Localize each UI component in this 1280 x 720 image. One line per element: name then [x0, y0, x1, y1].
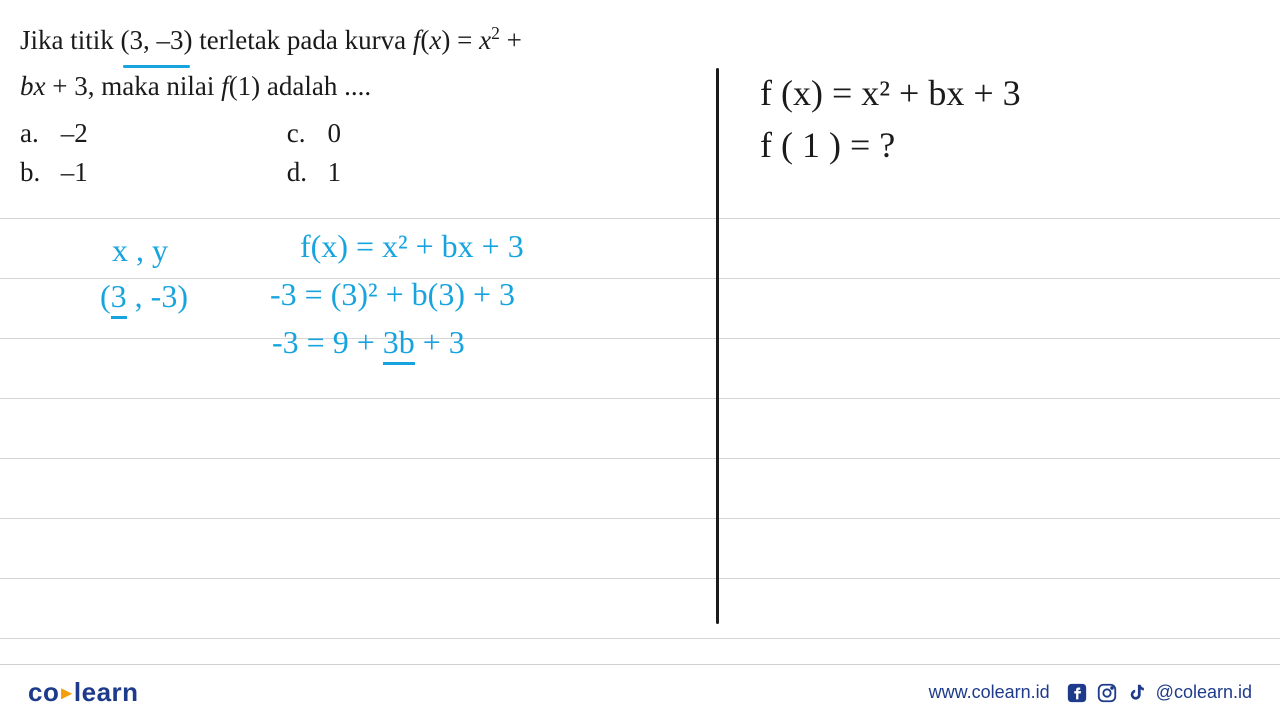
- footer-right: www.colearn.id @colearn.id: [929, 682, 1252, 704]
- footer-handle[interactable]: @colearn.id: [1156, 682, 1252, 703]
- q-eq: =: [450, 25, 479, 55]
- q-mid2: + 3, maka nilai: [45, 71, 221, 101]
- hand-xy: x , y: [112, 232, 168, 269]
- social-icons: @colearn.id: [1066, 682, 1252, 704]
- option-d-value: 1: [328, 157, 342, 187]
- option-c-value: 0: [328, 118, 342, 148]
- q-one: (1): [229, 71, 260, 101]
- option-b-value: –1: [61, 157, 88, 187]
- answer-options: a. –2 b. –1 c. 0 d. 1: [20, 118, 341, 196]
- logo-right: learn: [74, 677, 139, 707]
- q-fx-x: x: [429, 25, 441, 55]
- divider-line: [716, 68, 719, 624]
- logo-dot: ▸: [59, 682, 74, 704]
- option-b: b. –1: [20, 157, 280, 188]
- hand-point: (3 , -3): [100, 278, 188, 319]
- option-c: c. 0: [287, 118, 341, 149]
- hand-work-3: -3 = 9 + 3b + 3: [272, 324, 465, 365]
- question-text: Jika titik (3, –3) terletak pada kurva f…: [20, 18, 630, 110]
- option-a-label: a.: [20, 118, 54, 149]
- hand-work-3b: 3b: [383, 324, 415, 365]
- option-c-label: c.: [287, 118, 321, 149]
- tiktok-icon[interactable]: [1126, 682, 1148, 704]
- q-mid: terletak pada kurva: [192, 25, 412, 55]
- hand-work-1: f(x) = x² + bx + 3: [300, 228, 524, 265]
- option-d: d. 1: [287, 157, 341, 188]
- option-b-label: b.: [20, 157, 54, 188]
- hand-work-3c: + 3: [415, 324, 465, 360]
- q-x: x: [479, 25, 491, 55]
- footer-url[interactable]: www.colearn.id: [929, 682, 1050, 703]
- hand-black-1: f (x) = x² + bx + 3: [760, 72, 1021, 114]
- q-exp: 2: [491, 23, 500, 43]
- q-bx: bx: [20, 71, 45, 101]
- option-d-label: d.: [287, 157, 321, 188]
- hand-work-3a: -3 = 9 +: [272, 324, 383, 360]
- facebook-icon[interactable]: [1066, 682, 1088, 704]
- hand-work-2: -3 = (3)² + b(3) + 3: [270, 276, 515, 313]
- q-fx-paren: (x): [420, 25, 450, 55]
- footer: co▸learn www.colearn.id @colearn.id: [0, 664, 1280, 720]
- q-f: f: [221, 71, 229, 101]
- option-a-value: –2: [61, 118, 88, 148]
- q-suffix: adalah ....: [260, 71, 371, 101]
- instagram-icon[interactable]: [1096, 682, 1118, 704]
- option-a: a. –2: [20, 118, 280, 149]
- logo: co▸learn: [28, 677, 139, 708]
- q-prefix: Jika titik: [20, 25, 121, 55]
- hand-black-2: f ( 1 ) = ?: [760, 124, 895, 166]
- logo-left: co: [28, 677, 59, 707]
- q-point: (3, –3): [121, 18, 193, 64]
- q-plus: +: [500, 25, 522, 55]
